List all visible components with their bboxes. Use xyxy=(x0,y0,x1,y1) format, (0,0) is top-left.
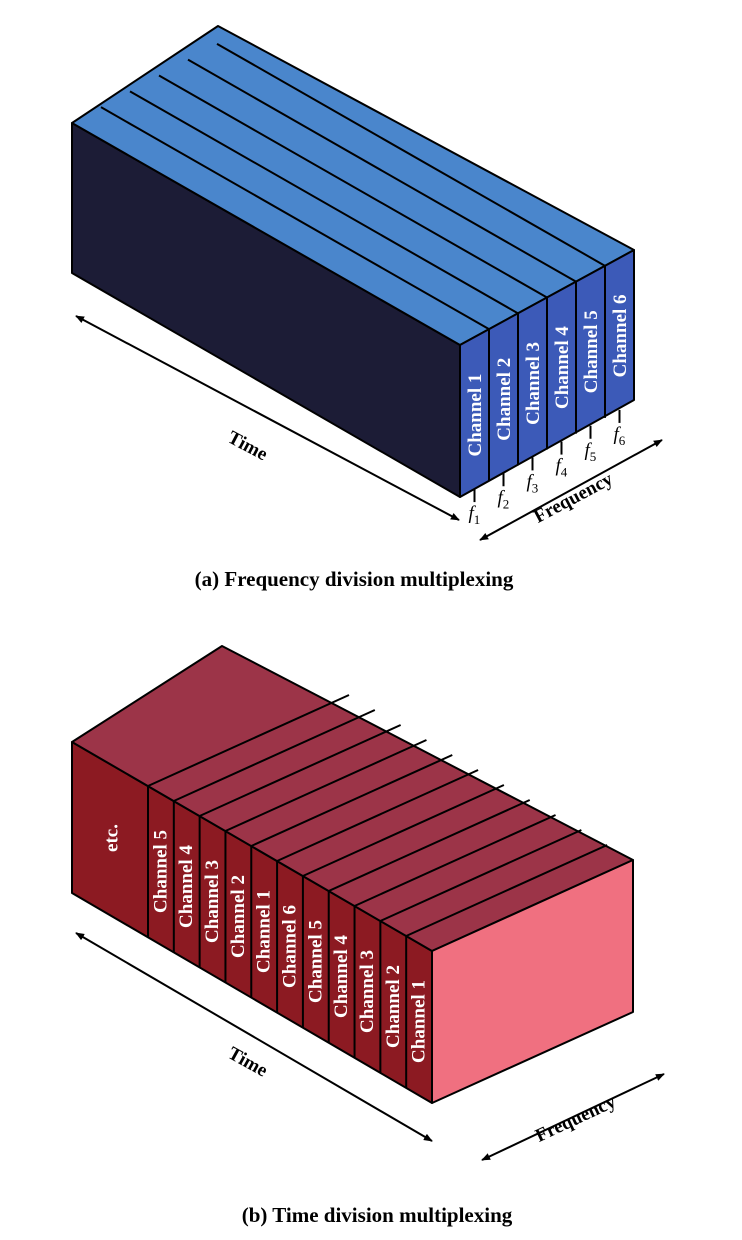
tdm-time-arrow xyxy=(75,932,433,1142)
fdm-frequency-label: f2 xyxy=(498,487,510,511)
tdm-slot-label: Channel 5 xyxy=(150,830,171,913)
tdm-slot-label: Channel 2 xyxy=(228,875,249,958)
fdm-top-divider xyxy=(100,106,490,331)
fdm-frequency-label: f4 xyxy=(556,456,568,480)
tdm-slot-label: Channel 6 xyxy=(280,905,301,988)
tdm-slot-label: Channel 5 xyxy=(305,920,326,1003)
tdm-top-divider xyxy=(354,814,556,907)
tdm-slot-label: etc. xyxy=(102,824,123,852)
tdm-slot-label: Channel 2 xyxy=(383,965,404,1048)
fdm-frequency-label: f1 xyxy=(469,503,481,527)
tdm-top-divider xyxy=(405,844,608,937)
tdm-slot-label: Channel 1 xyxy=(409,980,430,1063)
fdm-frequency-label: f6 xyxy=(614,424,626,448)
fdm-channel-label: Channel 3 xyxy=(523,342,544,425)
fdm-top-divider xyxy=(187,58,577,283)
fdm-frequency-label: f5 xyxy=(585,440,597,464)
tdm-top-divider xyxy=(328,799,531,892)
fdm-frequency-label: f3 xyxy=(527,471,539,495)
tdm-time-label: Time xyxy=(224,1043,271,1082)
fdm-time-label: Time xyxy=(224,427,271,465)
tdm-caption: (b) Time division multiplexing xyxy=(242,1203,513,1227)
fdm-frequency-label: Frequency xyxy=(530,468,616,527)
fdm-channel-label: Channel 5 xyxy=(581,310,602,393)
fdm-frequency-arrow xyxy=(479,439,663,541)
tdm-slot-label: Channel 3 xyxy=(202,860,223,943)
tdm-top-divider xyxy=(302,784,505,877)
tdm-top-divider xyxy=(250,754,453,847)
tdm-slot-label: Channel 4 xyxy=(176,845,197,928)
tdm-top-divider xyxy=(276,769,479,862)
tdm-frequency-label: Frequency xyxy=(532,1091,619,1147)
tdm-top-divider xyxy=(379,829,582,922)
fdm-channel-label: Channel 6 xyxy=(610,294,631,377)
fdm-top-divider xyxy=(158,74,548,299)
fdm-channel-labels: Channel 1 Channel 2 Channel 3 Channel 4 Chan… xyxy=(465,294,631,456)
fdm-time-arrow xyxy=(75,315,460,521)
tdm-top-divider xyxy=(173,709,376,802)
tdm-top-divider xyxy=(225,739,427,832)
fdm-channel-label: Channel 1 xyxy=(465,374,486,457)
tdm-top-divider xyxy=(199,724,402,817)
tdm-frequency-arrow xyxy=(481,1073,665,1161)
fdm-channel-dividers xyxy=(100,42,606,482)
tdm-top-divider xyxy=(147,694,350,787)
fdm-diagram: Channel 1 Channel 2 Channel 3 Channel 4 Chan… xyxy=(71,25,663,591)
tdm-slot-label: Channel 3 xyxy=(357,950,378,1033)
fdm-top-divider xyxy=(216,42,606,267)
fdm-channel-label: Channel 4 xyxy=(552,326,573,409)
tdm-slot-label: Channel 1 xyxy=(254,890,275,973)
fdm-channel-label: Channel 2 xyxy=(494,358,515,441)
fdm-caption: (a) Frequency division multiplexing xyxy=(195,567,514,591)
fdm-top-divider xyxy=(129,90,519,315)
tdm-slot-label: Channel 4 xyxy=(331,935,352,1018)
